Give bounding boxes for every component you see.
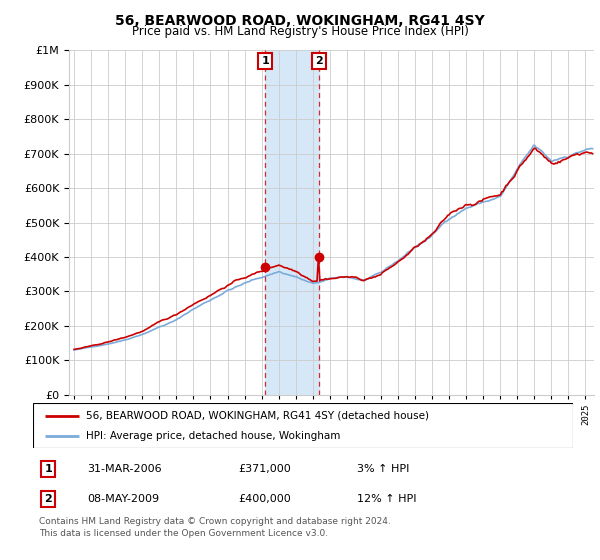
Text: 1: 1 xyxy=(44,464,52,474)
Text: 2: 2 xyxy=(44,494,52,504)
Text: 56, BEARWOOD ROAD, WOKINGHAM, RG41 4SY (detached house): 56, BEARWOOD ROAD, WOKINGHAM, RG41 4SY (… xyxy=(86,410,429,421)
Text: Price paid vs. HM Land Registry's House Price Index (HPI): Price paid vs. HM Land Registry's House … xyxy=(131,25,469,38)
Text: 31-MAR-2006: 31-MAR-2006 xyxy=(87,464,161,474)
Text: This data is licensed under the Open Government Licence v3.0.: This data is licensed under the Open Gov… xyxy=(39,529,328,538)
Text: 08-MAY-2009: 08-MAY-2009 xyxy=(87,494,159,504)
Text: 56, BEARWOOD ROAD, WOKINGHAM, RG41 4SY: 56, BEARWOOD ROAD, WOKINGHAM, RG41 4SY xyxy=(115,14,485,28)
Text: 12% ↑ HPI: 12% ↑ HPI xyxy=(357,494,416,504)
Text: 2: 2 xyxy=(315,56,323,66)
Bar xyxy=(265,50,319,395)
Text: £400,000: £400,000 xyxy=(238,494,291,504)
Text: 3% ↑ HPI: 3% ↑ HPI xyxy=(357,464,409,474)
Text: £371,000: £371,000 xyxy=(238,464,291,474)
Text: HPI: Average price, detached house, Wokingham: HPI: Average price, detached house, Woki… xyxy=(86,431,340,441)
Text: 1: 1 xyxy=(262,56,269,66)
Text: Contains HM Land Registry data © Crown copyright and database right 2024.: Contains HM Land Registry data © Crown c… xyxy=(39,517,391,526)
